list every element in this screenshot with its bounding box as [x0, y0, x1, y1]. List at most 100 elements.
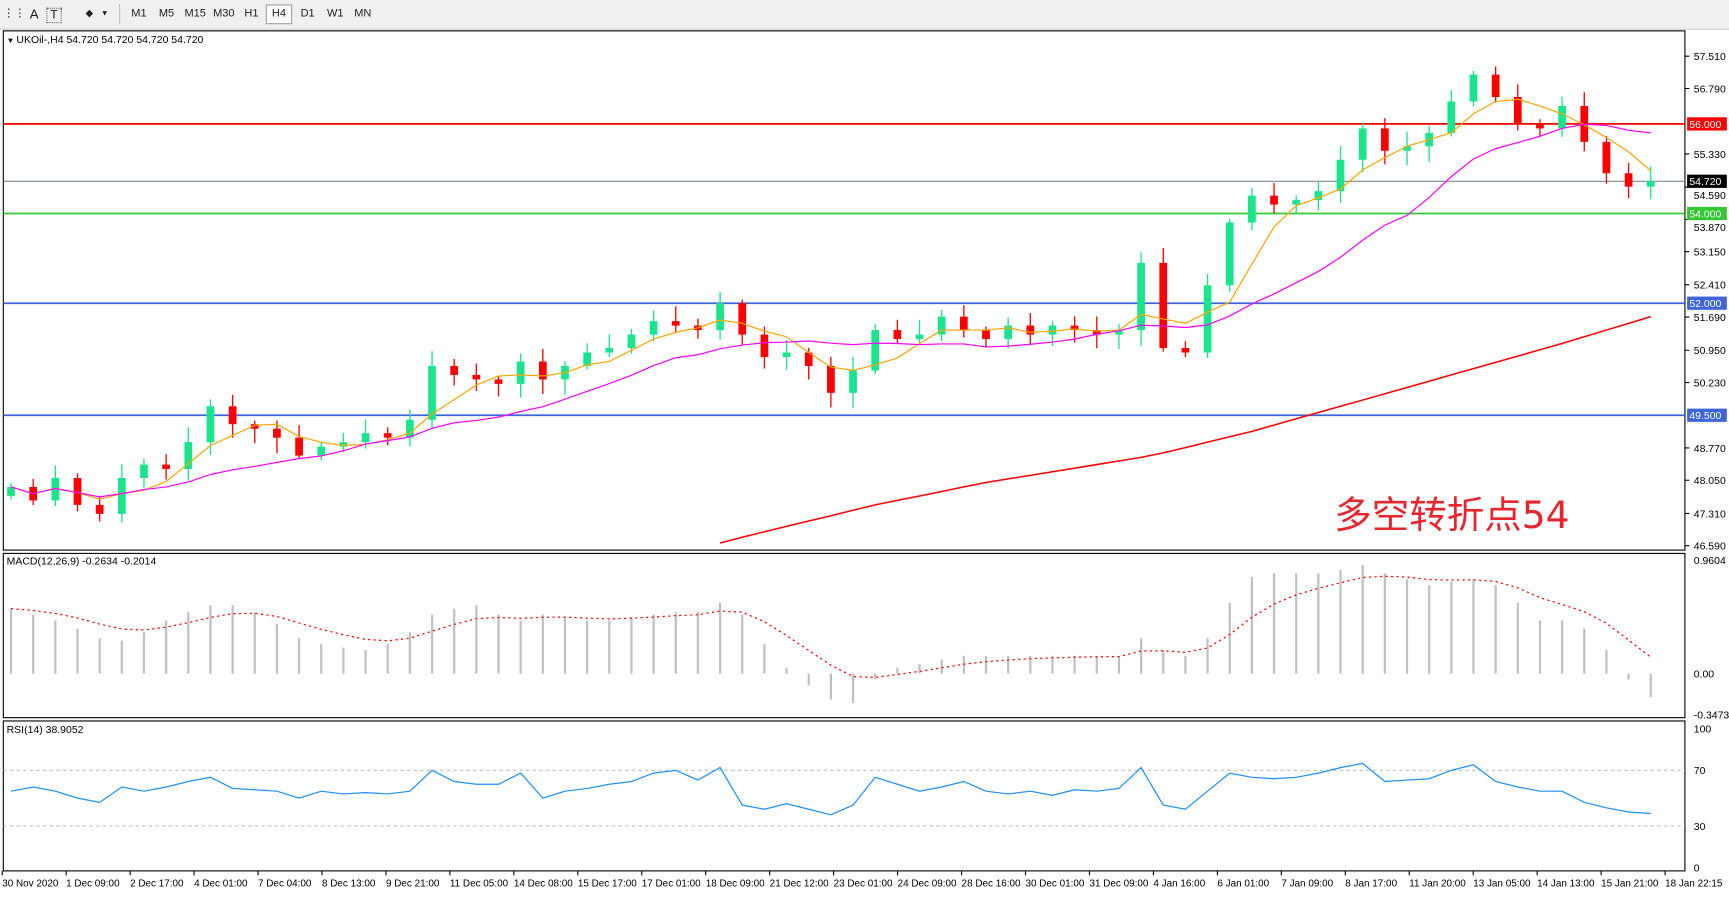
- fibo-icon[interactable]: ⋮⋮: [3, 7, 26, 20]
- candle: [1092, 316, 1101, 349]
- timeframe-d1[interactable]: D1: [300, 7, 315, 20]
- candle-body: [738, 303, 747, 335]
- timeframe-h1[interactable]: H1: [244, 7, 259, 20]
- level-label: 54.720: [1689, 177, 1721, 188]
- candle: [1159, 248, 1168, 352]
- candle: [1580, 92, 1589, 152]
- candle-body: [51, 478, 60, 501]
- candle: [406, 409, 414, 447]
- candle: [1602, 136, 1611, 184]
- candle-body: [1491, 74, 1500, 98]
- candle: [738, 299, 747, 346]
- timeframe-m15[interactable]: M15: [184, 7, 206, 20]
- ma-fast-line: [10, 98, 1652, 500]
- candle-body: [472, 374, 481, 380]
- time-label: 24 Dec 09:00: [898, 878, 957, 889]
- candle: [849, 356, 857, 409]
- candle: [1248, 187, 1256, 231]
- price-tick-label: 53.150: [1694, 248, 1726, 259]
- arrows-icon[interactable]: ⬥: [85, 7, 94, 20]
- macd-tick-label: 0.9604: [1694, 556, 1726, 567]
- candle: [1558, 96, 1566, 137]
- timeframe-h4[interactable]: H4: [265, 4, 293, 25]
- macd-tick-label: 0.00: [1694, 669, 1715, 680]
- timeframe-m30[interactable]: M30: [213, 7, 235, 20]
- candle: [561, 361, 569, 395]
- timeframe-w1[interactable]: W1: [326, 7, 344, 20]
- collapse-triangle-icon[interactable]: ▼: [6, 37, 17, 46]
- time-label: 15 Dec 17:00: [578, 878, 637, 889]
- candle: [1491, 66, 1500, 103]
- candle: [782, 339, 791, 370]
- candle: [671, 306, 680, 334]
- candle-body: [450, 365, 459, 375]
- candle-body: [228, 406, 237, 425]
- price-tick-label: 48.770: [1694, 444, 1726, 455]
- macd-signal-line: [10, 575, 1652, 679]
- level-label: 56.000: [1689, 120, 1721, 131]
- candle-body: [1048, 325, 1057, 335]
- candle-body: [317, 446, 326, 456]
- time-label: 18 Dec 09:00: [706, 878, 765, 889]
- candle: [1403, 131, 1411, 166]
- candle: [1203, 273, 1212, 359]
- price-tick-label: 50.950: [1694, 346, 1726, 357]
- time-label: 11 Dec 05:00: [450, 878, 509, 889]
- time-label: 14 Jan 13:00: [1537, 878, 1595, 889]
- macd-label: MACD(12,26,9) -0.2634 -0.2014: [6, 555, 157, 568]
- candle: [1026, 313, 1035, 346]
- candle-body: [140, 464, 148, 479]
- time-label: 14 Dec 08:00: [514, 878, 573, 889]
- text-label-icon[interactable]: T: [46, 7, 62, 24]
- level-badge: [1687, 296, 1727, 310]
- candle-body: [184, 442, 193, 470]
- time-label: 1 Dec 09:00: [66, 878, 120, 889]
- chevron-down-icon[interactable]: ▼: [100, 9, 109, 18]
- rsi-tick-label: 100: [1694, 725, 1712, 736]
- timeframe-m1[interactable]: M1: [131, 7, 147, 20]
- chart-area[interactable]: 57.510 56.790 55.330 54.590 53.870 53.150 52.4…: [0, 30, 1729, 894]
- candle-body: [605, 348, 614, 353]
- candle-body: [1624, 173, 1633, 187]
- candle-body: [162, 464, 170, 470]
- candle-body: [206, 406, 215, 443]
- candle-body: [804, 352, 813, 366]
- candle: [871, 324, 880, 375]
- time-label: 18 Jan 22:15: [1665, 878, 1723, 889]
- candle: [162, 454, 170, 480]
- price-tick-label: 50.230: [1694, 378, 1726, 389]
- price-tick-label: 55.330: [1694, 150, 1726, 161]
- rsi-pane-frame: [2, 720, 1686, 872]
- candle: [1181, 341, 1190, 358]
- symbol-ohlc: UKOil-,H4 54.720 54.720 54.720 54.720: [16, 34, 204, 47]
- candle-body: [1159, 262, 1168, 349]
- candle: [1536, 119, 1544, 136]
- candle: [1358, 122, 1367, 173]
- candle-body: [494, 379, 503, 384]
- candle: [893, 319, 902, 344]
- candle-body: [1270, 195, 1278, 205]
- candle-body: [117, 478, 126, 514]
- candle: [627, 328, 636, 354]
- candle-body: [1115, 330, 1123, 335]
- chart-canvas: 57.510 56.790 55.330 54.590 53.870 53.150 52.4…: [1, 30, 1729, 889]
- timeframe-m5[interactable]: M5: [158, 7, 175, 20]
- text-icon[interactable]: A: [29, 6, 39, 23]
- level-badge: [1687, 117, 1727, 131]
- time-label: 23 Dec 01:00: [834, 878, 893, 889]
- candle: [450, 359, 459, 386]
- candle: [250, 420, 259, 444]
- candle: [1270, 183, 1278, 214]
- timeframe-mn[interactable]: MN: [354, 7, 372, 20]
- candle-body: [1225, 222, 1234, 286]
- candle-body: [1248, 195, 1256, 223]
- candle-body: [627, 334, 636, 349]
- candle: [1624, 162, 1633, 199]
- time-label: 30 Dec 01:00: [1026, 878, 1085, 889]
- time-label: 7 Dec 04:00: [258, 878, 312, 889]
- candle: [716, 291, 724, 340]
- level-badge: [1687, 174, 1727, 188]
- macd-tick-label: -0.3473: [1694, 710, 1729, 721]
- price-tick-label: 54.590: [1694, 191, 1726, 202]
